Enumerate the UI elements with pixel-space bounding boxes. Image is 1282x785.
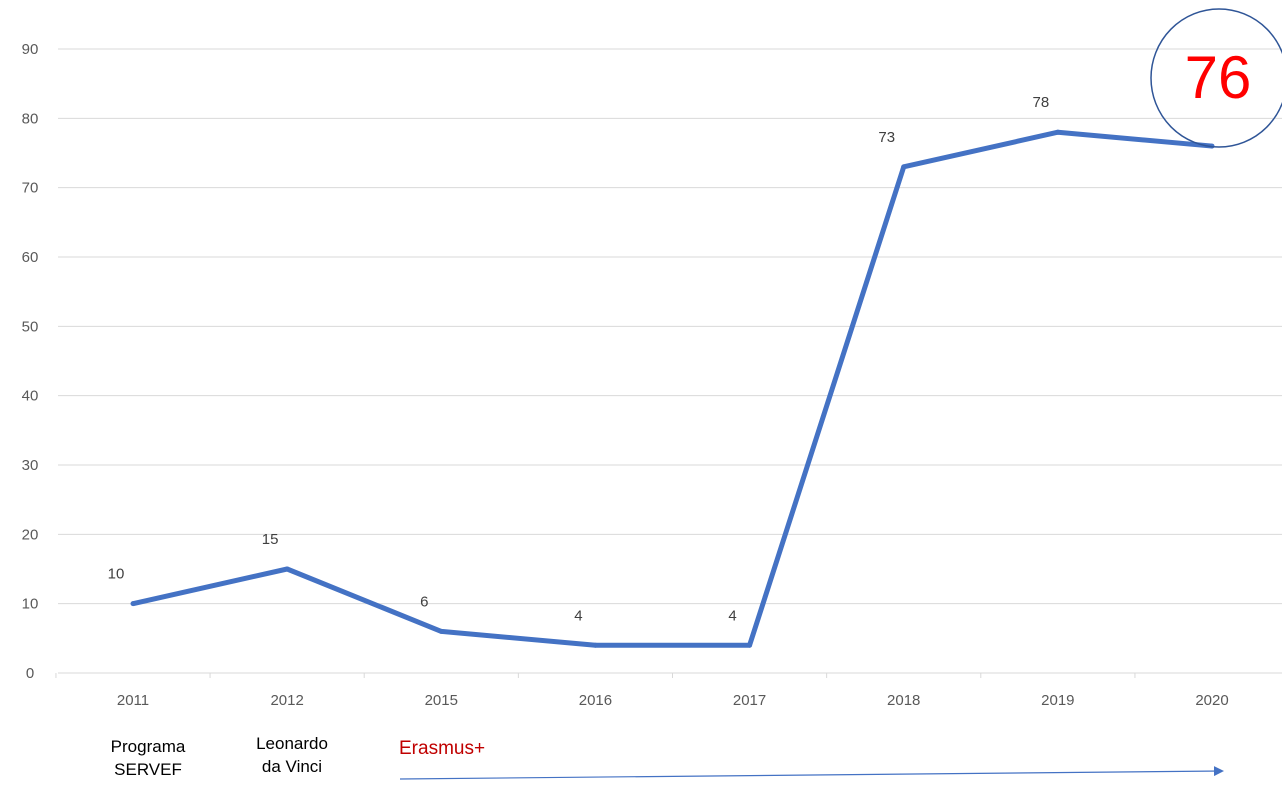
y-tick-label: 40: [22, 388, 39, 405]
series-line: [132, 129, 1213, 648]
data-label: 10: [108, 566, 125, 583]
x-tick-label: 2019: [1041, 692, 1074, 709]
series-points: [130, 129, 1215, 648]
annotation-erasmus: Erasmus+: [399, 738, 485, 759]
y-tick-label: 60: [22, 249, 39, 266]
x-tick-label: 2017: [733, 692, 766, 709]
data-point: [747, 642, 753, 648]
y-tick-label: 90: [22, 41, 39, 58]
data-label: 6: [420, 593, 428, 610]
data-label: 4: [728, 607, 736, 624]
x-tick-label: 2015: [425, 692, 458, 709]
data-label: 15: [262, 531, 279, 548]
y-tick-label: 10: [22, 596, 39, 613]
x-axis: 2011 2012 2015 2016 2017 2018 2019 2020: [55, 673, 1229, 709]
annotation-programa-line2: SERVEF: [114, 760, 182, 779]
gridlines: [58, 48, 1282, 605]
x-tick-label: 2018: [887, 692, 920, 709]
highlight-value: 76: [1185, 44, 1252, 111]
x-tick-label: 2012: [270, 692, 303, 709]
data-label: 73: [878, 129, 895, 146]
y-axis: 0 10 20 30 40 50 60 70 80 90: [22, 41, 39, 682]
highlight-circle: [1150, 8, 1282, 148]
data-point: [1055, 129, 1061, 135]
annotation-leonardo-line1: Leonardo: [256, 734, 328, 753]
data-label: 4: [574, 607, 582, 624]
x-tick-label: 2016: [579, 692, 612, 709]
data-point: [901, 164, 907, 170]
data-label: 78: [1033, 94, 1050, 111]
y-tick-label: 50: [22, 318, 39, 335]
annotation-programa-line1: Programa: [111, 737, 186, 756]
data-point: [284, 566, 290, 572]
y-tick-label: 70: [22, 180, 39, 197]
x-tick-label: 2011: [117, 692, 149, 709]
y-tick-label: 80: [22, 110, 39, 127]
data-point: [592, 642, 598, 648]
annotation-leonardo-line2: da Vinci: [262, 757, 322, 776]
y-tick-label: 20: [22, 526, 39, 543]
data-labels: 10 15 6 4 4 73 78: [108, 94, 1050, 624]
y-tick-label: 0: [26, 665, 34, 682]
data-point: [130, 601, 136, 607]
x-tick-label: 2020: [1195, 692, 1228, 709]
data-point: [438, 628, 444, 634]
erasmus-arrow: [399, 766, 1224, 780]
y-tick-label: 30: [22, 457, 39, 474]
